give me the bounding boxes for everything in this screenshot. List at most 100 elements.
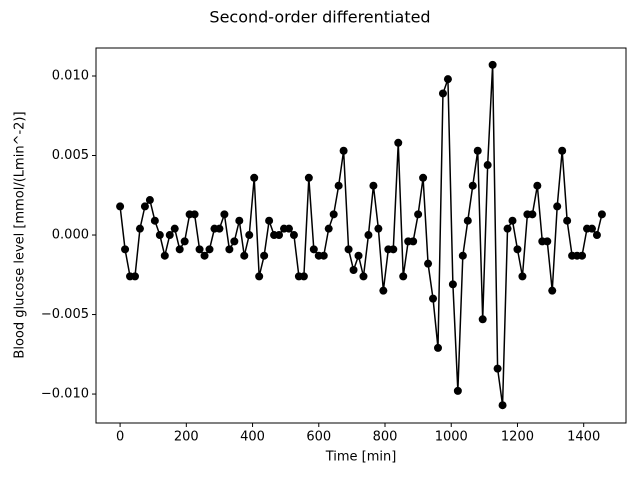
point-marker	[563, 216, 572, 225]
point-marker	[463, 216, 472, 225]
point-marker	[443, 75, 452, 84]
point-marker	[240, 251, 249, 260]
y-axis-label: Blood glucose level [mmol/(Lmin^-2)]	[13, 111, 28, 358]
point-marker	[220, 210, 229, 219]
point-marker	[349, 266, 358, 275]
chart-title: Second-order differentiated	[209, 8, 430, 27]
point-marker	[225, 245, 234, 254]
point-marker	[399, 272, 408, 281]
point-marker	[498, 401, 507, 410]
point-marker	[533, 181, 542, 190]
x-tick-label: 600	[306, 430, 331, 445]
point-marker	[448, 280, 457, 289]
point-marker	[190, 210, 199, 219]
point-marker	[121, 245, 130, 254]
point-marker	[140, 202, 149, 211]
point-marker	[245, 231, 254, 240]
point-marker	[309, 245, 318, 254]
point-marker	[299, 272, 308, 281]
x-tick-label: 1000	[435, 430, 468, 445]
point-marker	[170, 224, 179, 233]
point-marker	[319, 251, 328, 260]
point-marker	[394, 138, 403, 147]
point-marker	[587, 224, 596, 233]
point-marker	[438, 89, 447, 98]
point-marker	[195, 245, 204, 254]
point-marker	[180, 237, 189, 246]
point-marker	[508, 216, 517, 225]
point-marker	[468, 181, 477, 190]
point-marker	[354, 251, 363, 260]
point-marker	[592, 231, 601, 240]
x-axis-label: Time [min]	[325, 450, 397, 465]
point-marker	[289, 231, 298, 240]
point-marker	[334, 181, 343, 190]
y-tick-label: 0.005	[52, 148, 89, 163]
point-marker	[329, 210, 338, 219]
point-marker	[150, 216, 159, 225]
point-marker	[433, 343, 442, 352]
y-tick-label: −0.010	[41, 387, 89, 402]
point-marker	[304, 173, 313, 182]
point-marker	[379, 286, 388, 295]
point-marker	[473, 146, 482, 155]
point-marker	[155, 231, 164, 240]
point-marker	[165, 231, 174, 240]
y-tick-label: 0.000	[52, 228, 89, 243]
point-marker	[478, 315, 487, 324]
point-marker	[260, 251, 269, 260]
point-marker	[483, 161, 492, 170]
point-marker	[145, 196, 154, 205]
x-tick-label: 800	[373, 430, 398, 445]
point-marker	[116, 202, 125, 211]
point-marker	[414, 210, 423, 219]
point-marker	[488, 60, 497, 69]
point-marker	[364, 231, 373, 240]
point-marker	[374, 224, 383, 233]
point-marker	[419, 173, 428, 182]
point-marker	[324, 224, 333, 233]
point-marker	[200, 251, 209, 260]
x-tick-label: 200	[174, 430, 199, 445]
point-marker	[175, 245, 184, 254]
point-marker	[513, 245, 522, 254]
series-line	[119, 64, 603, 406]
plot-frame	[95, 47, 627, 424]
point-marker	[344, 245, 353, 254]
y-tick-label: −0.005	[41, 307, 89, 322]
point-marker	[553, 202, 562, 211]
point-marker	[230, 237, 239, 246]
point-marker	[339, 146, 348, 155]
point-marker	[528, 210, 537, 219]
point-marker	[458, 251, 467, 260]
point-marker	[130, 272, 139, 281]
point-marker	[135, 224, 144, 233]
x-tick-label: 1200	[501, 430, 534, 445]
point-marker	[205, 245, 214, 254]
point-marker	[160, 251, 169, 260]
point-marker	[558, 146, 567, 155]
point-marker	[284, 224, 293, 233]
point-marker	[359, 272, 368, 281]
point-marker	[493, 364, 502, 373]
x-tick-label: 0	[116, 430, 124, 445]
point-marker	[215, 224, 224, 233]
x-tick-label: 1400	[567, 430, 600, 445]
point-marker	[548, 286, 557, 295]
point-marker	[424, 259, 433, 268]
point-marker	[275, 231, 284, 240]
point-marker	[578, 251, 587, 260]
point-marker	[235, 216, 244, 225]
point-marker	[429, 294, 438, 303]
point-marker	[597, 210, 606, 219]
point-marker	[250, 173, 259, 182]
point-marker	[453, 386, 462, 395]
point-marker	[255, 272, 264, 281]
point-marker	[518, 272, 527, 281]
x-tick-label: 400	[240, 430, 265, 445]
point-marker	[543, 237, 552, 246]
point-marker	[503, 224, 512, 233]
point-marker	[265, 216, 274, 225]
point-marker	[409, 237, 418, 246]
